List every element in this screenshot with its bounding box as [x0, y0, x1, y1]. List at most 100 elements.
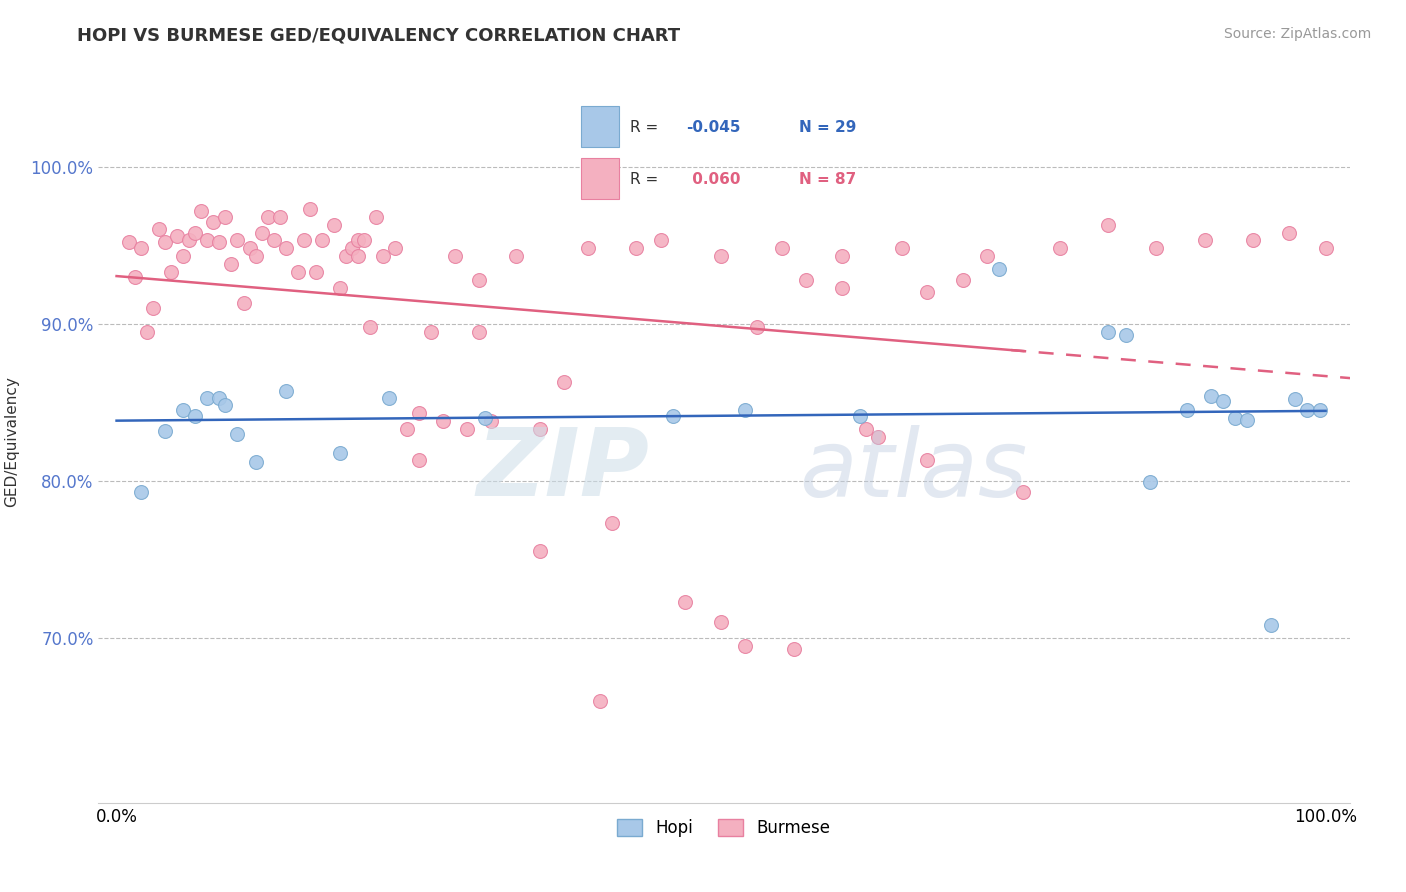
Legend: Hopi, Burmese: Hopi, Burmese: [609, 810, 839, 845]
Point: [208, 391, 231, 405]
Point: [529, 422, 551, 436]
Point: [160, 265, 183, 279]
Point: [782, 641, 804, 656]
Point: [263, 234, 285, 248]
Point: [172, 249, 194, 263]
Point: [329, 280, 352, 294]
Point: [274, 384, 297, 399]
Point: [770, 241, 793, 255]
Text: Source: ZipAtlas.com: Source: ZipAtlas.com: [1223, 27, 1371, 41]
Point: [1175, 403, 1198, 417]
Point: [238, 241, 260, 255]
Point: [1097, 218, 1119, 232]
Point: [505, 249, 527, 263]
Point: [1296, 403, 1319, 417]
Point: [419, 325, 441, 339]
Point: [915, 453, 938, 467]
Point: [408, 453, 430, 467]
Point: [589, 694, 612, 708]
Point: [274, 241, 297, 255]
Point: [129, 241, 152, 255]
Point: [342, 241, 364, 255]
Point: [626, 241, 648, 255]
Point: [329, 445, 352, 459]
Point: [650, 234, 672, 248]
Point: [468, 273, 491, 287]
Point: [474, 411, 496, 425]
Text: ZIP: ZIP: [477, 425, 650, 516]
Point: [395, 422, 418, 436]
Point: [988, 261, 1011, 276]
Point: [195, 391, 218, 405]
Point: [444, 249, 467, 263]
Point: [245, 455, 267, 469]
Point: [710, 615, 733, 630]
Point: [208, 235, 231, 249]
Point: [952, 273, 974, 287]
Point: [190, 203, 212, 218]
Point: [305, 265, 328, 279]
Y-axis label: GED/Equivalency: GED/Equivalency: [4, 376, 20, 507]
Point: [479, 414, 502, 428]
Point: [976, 249, 998, 263]
Point: [661, 409, 683, 424]
Point: [129, 484, 152, 499]
Point: [1260, 618, 1282, 632]
Point: [734, 403, 756, 417]
Point: [1236, 412, 1258, 426]
Point: [226, 426, 249, 441]
Point: [124, 269, 146, 284]
Point: [710, 249, 733, 263]
Point: [831, 280, 853, 294]
Point: [1115, 327, 1137, 342]
Point: [1194, 234, 1216, 248]
Point: [529, 544, 551, 558]
Point: [600, 516, 623, 531]
Point: [311, 234, 333, 248]
Point: [153, 424, 176, 438]
Point: [256, 210, 278, 224]
Text: atlas: atlas: [799, 425, 1028, 516]
Point: [553, 375, 575, 389]
Point: [142, 301, 165, 315]
Point: [184, 226, 207, 240]
Point: [1049, 241, 1071, 255]
Point: [298, 202, 321, 216]
Point: [1315, 241, 1337, 255]
Point: [195, 234, 218, 248]
Point: [202, 214, 225, 228]
Point: [177, 234, 200, 248]
Point: [1139, 475, 1161, 490]
Point: [868, 430, 890, 444]
Point: [323, 218, 346, 232]
Point: [468, 325, 491, 339]
Point: [1309, 403, 1331, 417]
Point: [1097, 325, 1119, 339]
Point: [1278, 226, 1301, 240]
Point: [359, 319, 381, 334]
Point: [1212, 393, 1234, 408]
Point: [232, 296, 254, 310]
Point: [226, 234, 249, 248]
Point: [269, 210, 291, 224]
Point: [347, 249, 370, 263]
Point: [384, 241, 406, 255]
Point: [184, 409, 207, 424]
Point: [891, 241, 914, 255]
Point: [221, 257, 243, 271]
Point: [456, 422, 478, 436]
Point: [117, 235, 139, 249]
Point: [432, 414, 454, 428]
Point: [250, 226, 273, 240]
Text: HOPI VS BURMESE GED/EQUIVALENCY CORRELATION CHART: HOPI VS BURMESE GED/EQUIVALENCY CORRELAT…: [77, 27, 681, 45]
Point: [214, 210, 236, 224]
Point: [172, 403, 194, 417]
Point: [214, 399, 236, 413]
Point: [153, 235, 176, 249]
Point: [292, 234, 315, 248]
Point: [734, 639, 756, 653]
Point: [347, 234, 370, 248]
Point: [1223, 411, 1246, 425]
Point: [135, 325, 157, 339]
Point: [408, 406, 430, 420]
